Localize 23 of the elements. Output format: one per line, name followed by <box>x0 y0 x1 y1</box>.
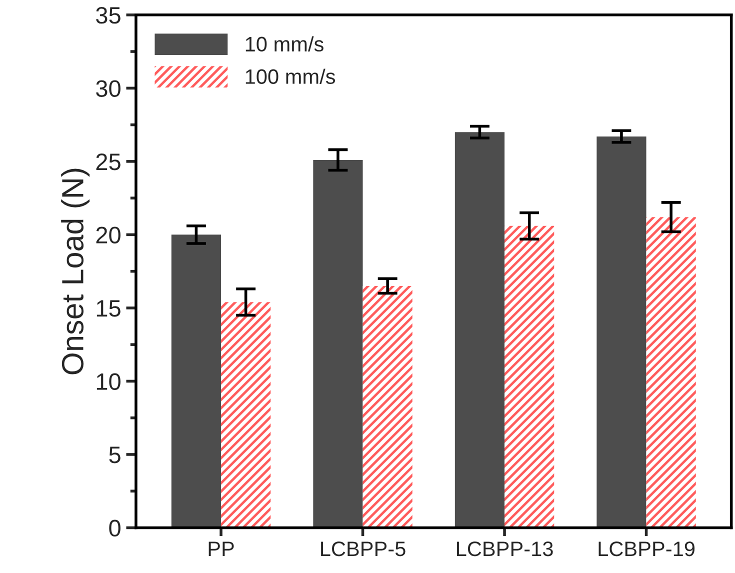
bar <box>454 132 505 528</box>
bar <box>313 160 363 528</box>
y-tick-label: 25 <box>96 153 120 170</box>
bar <box>596 136 646 528</box>
x-tick-label: LCBPP-19 <box>598 541 695 556</box>
y-tick-label: 35 <box>96 6 120 24</box>
y-tick-label: 0 <box>109 520 120 537</box>
x-tick-label: LCBPP-13 <box>457 541 553 556</box>
bar <box>221 302 271 528</box>
bar <box>504 226 554 528</box>
x-tick-label: PP <box>208 542 234 556</box>
y-axis-title: Onset Load (N) <box>61 168 90 374</box>
bar <box>646 217 696 528</box>
legend-label: 100 mm/s <box>246 68 336 84</box>
bar <box>362 286 412 528</box>
legend-label: 10 mm/s <box>246 36 324 52</box>
bar <box>171 234 222 528</box>
y-tick-label: 10 <box>96 373 120 390</box>
y-tick-label: 20 <box>96 226 120 244</box>
y-tick-label: 15 <box>96 300 120 317</box>
x-tick-label: LCBPP-5 <box>321 541 406 556</box>
y-tick-label: 5 <box>109 446 120 464</box>
y-tick-label: 30 <box>96 80 120 97</box>
